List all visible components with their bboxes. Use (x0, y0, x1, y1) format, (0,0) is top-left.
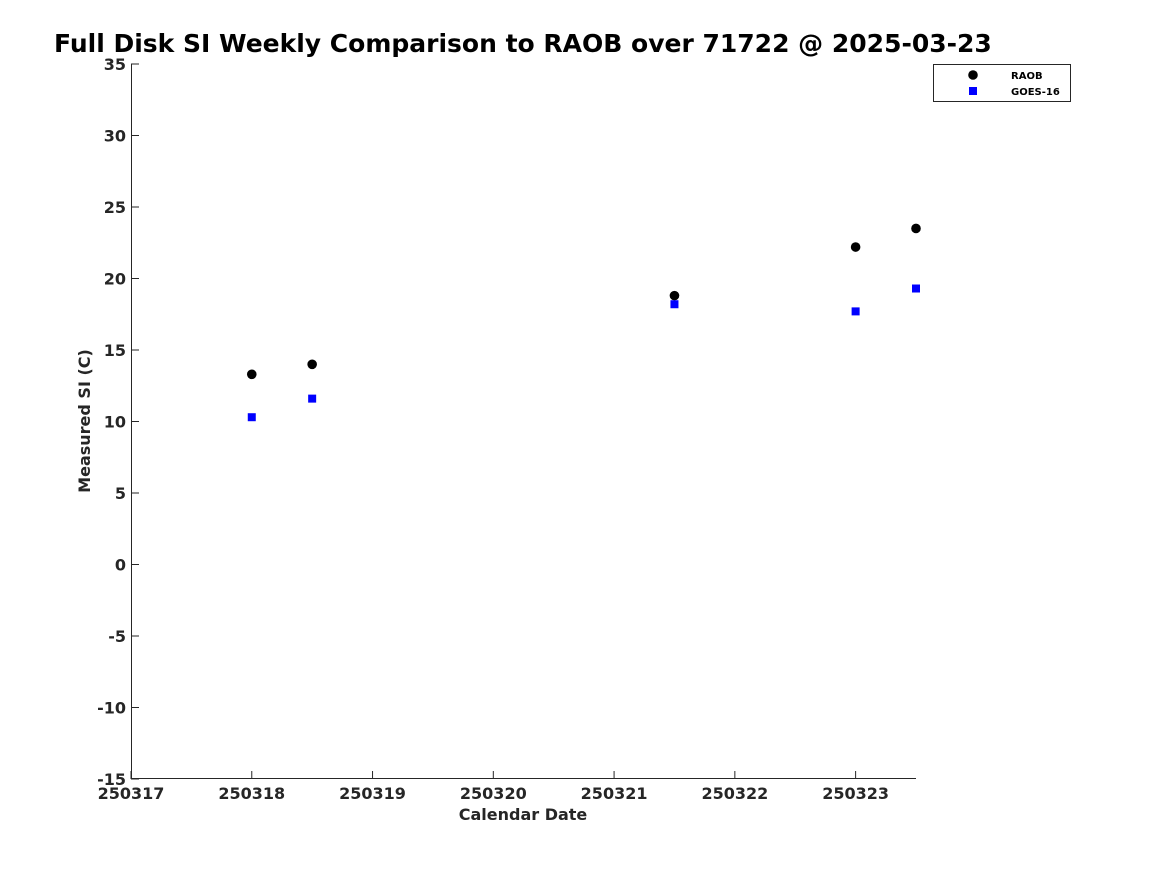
x-tick-label: 250317 (98, 784, 165, 803)
legend-box (933, 64, 1071, 102)
legend-entries: RAOB GOES-16 (968, 70, 1060, 98)
x-tick-label: 250319 (339, 784, 406, 803)
raob-point (850, 242, 861, 252)
y-tick-label: 15 (104, 341, 126, 360)
goes-16-point (247, 413, 256, 422)
y-tick-label: 10 (104, 413, 126, 432)
raob-point (669, 290, 680, 301)
y-tick-label: 35 (104, 55, 126, 74)
legend-marker-raob (968, 70, 978, 80)
x-tick-label: 250320 (460, 784, 527, 803)
y-tick-label: -10 (97, 699, 126, 718)
y-tick-label: 20 (104, 270, 126, 289)
plot-points (246, 223, 921, 422)
y-ticks: -15 -10 -5 0 5 10 15 20 25 30 35 (97, 55, 139, 789)
x-ticks: 250317 250318 250319 250320 250321 250322 2503… (98, 771, 889, 803)
goes-16-point (670, 300, 679, 309)
y-tick-label: 5 (115, 484, 126, 503)
goes-16-point (851, 307, 860, 316)
y-tick-label: 0 (115, 556, 126, 575)
chart-title: Full Disk SI Weekly Comparison to RAOB o… (54, 29, 992, 58)
legend-label-raob: RAOB (1011, 71, 1043, 82)
goes-16-point (912, 284, 920, 293)
y-axis-label: Measured SI (C) (75, 349, 94, 493)
x-tick-label: 250321 (581, 784, 648, 803)
x-tick-label: 250323 (822, 784, 889, 803)
legend-marker-goes-16 (969, 87, 977, 95)
y-tick-label: -15 (97, 770, 126, 789)
raob-point (911, 223, 921, 234)
x-axis-label: Calendar Date (459, 805, 588, 824)
x-tick-label: 250318 (218, 784, 285, 803)
legend-label-goes-16: GOES-16 (1011, 87, 1060, 98)
y-tick-label: 25 (104, 198, 126, 217)
raob-point (246, 369, 257, 380)
y-tick-label: 30 (104, 127, 126, 146)
x-tick-label: 250322 (701, 784, 768, 803)
y-tick-label: -5 (108, 627, 126, 646)
goes-16-point (308, 394, 317, 403)
raob-point (307, 359, 317, 370)
legend: RAOB GOES-16 (933, 64, 1071, 102)
